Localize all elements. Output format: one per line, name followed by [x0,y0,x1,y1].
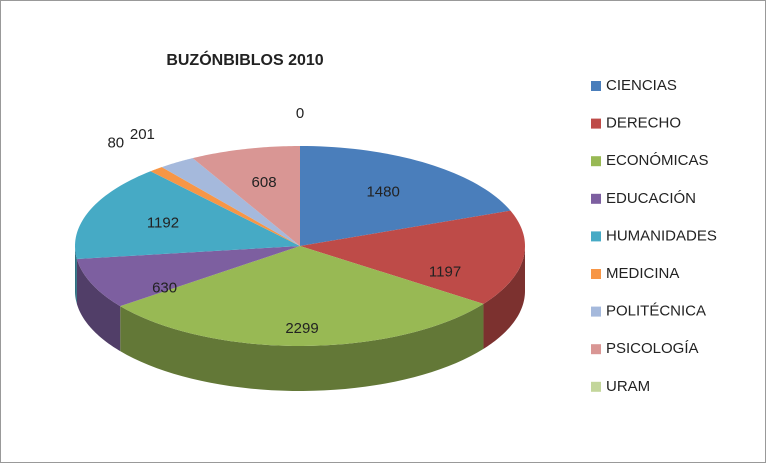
data-label: 1197 [429,263,461,280]
legend-label: HUMANIDADES [606,227,717,244]
legend-swatch [591,118,601,129]
legend-swatch [591,381,601,392]
legend-swatch [591,193,601,204]
data-label: 608 [252,174,277,191]
pie-slice [161,158,300,246]
legend-swatch [591,81,601,91]
pie-slice [75,171,300,259]
pie-side [120,303,484,391]
data-label: 80 [107,135,124,152]
legend-swatch [591,344,601,355]
pie-slice [192,146,300,246]
chart-title: BUZÓNBIBLOS 2010 [166,50,323,69]
data-label: 0 [296,105,304,122]
legend-label: URAM [606,378,650,395]
data-label: 1480 [366,184,399,201]
legend-label: PSICOLOGÍA [606,340,699,357]
legend-swatch [591,269,601,279]
pie-side [76,258,121,352]
pie-slice [300,210,525,304]
legend-label: POLITÉCNICA [606,303,706,320]
legend-swatch [591,231,601,242]
pie-slice [76,246,301,307]
data-label: 201 [130,126,155,143]
legend-label: ECONÓMICAS [606,152,709,169]
pie-slice [300,146,511,246]
legend-label: MEDICINA [606,265,679,282]
data-label: 630 [152,280,177,297]
data-label: 1192 [147,214,179,231]
pie-side [483,246,525,349]
legend-label: EDUCACIÓN [606,190,696,207]
pie-slice [120,246,484,346]
legend-label: CIENCIAS [606,77,677,94]
legend-swatch [591,306,601,317]
legend-swatch [591,156,601,167]
legend-label: DERECHO [606,115,681,132]
pie-side [75,246,77,304]
pie-slice [150,167,300,246]
data-label: 2299 [285,320,318,337]
